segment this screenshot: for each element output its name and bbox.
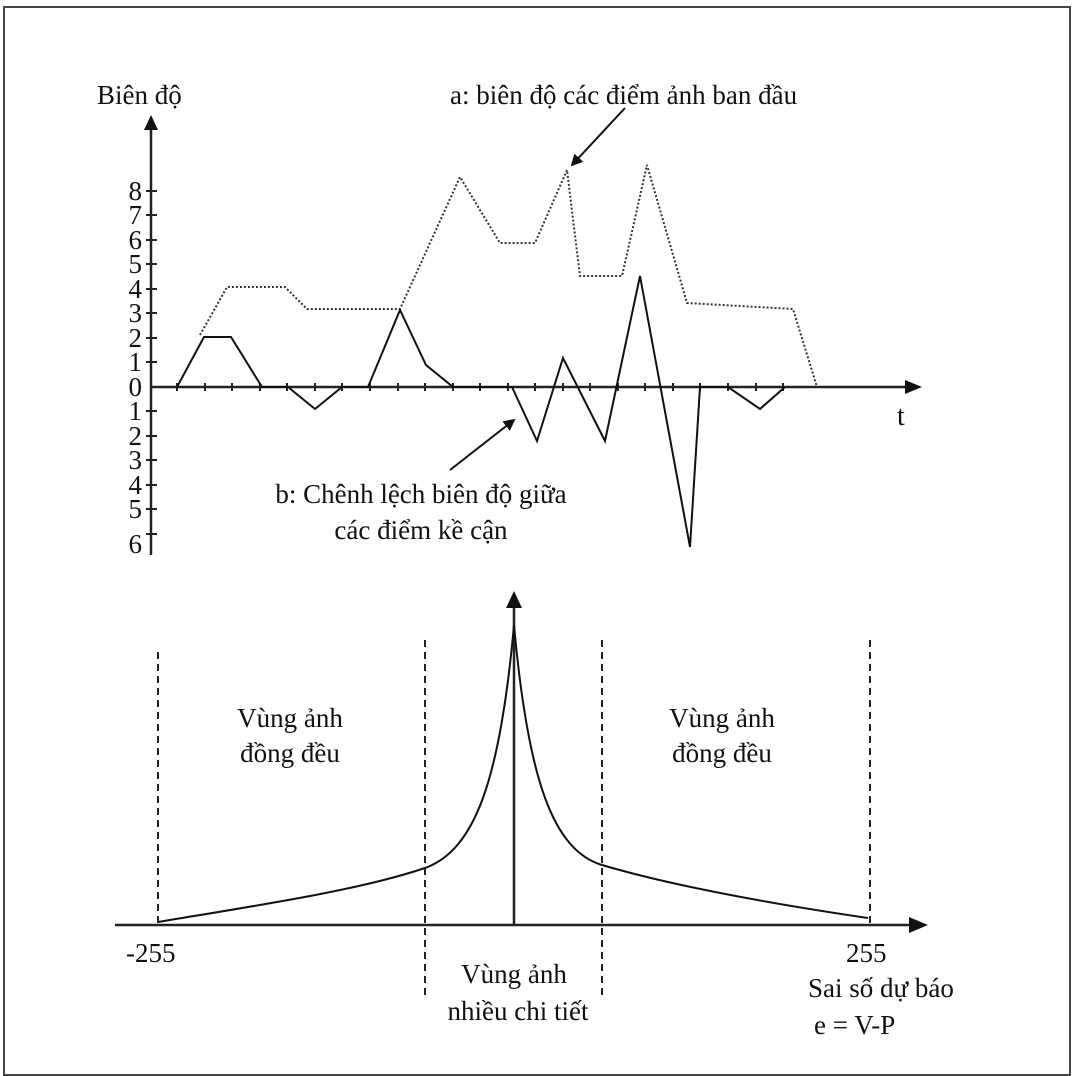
top-y-axis-arrow-icon [144, 115, 158, 130]
figure-frame [3, 6, 1071, 1076]
bottom-x-axis-arrow-icon [909, 917, 928, 933]
annotation-b-label-line1: b: Chênh lệch biên độ giữa [275, 479, 566, 509]
y-tick-1: 1 [129, 347, 143, 377]
top-y-ticks [146, 190, 157, 535]
y-tick-3: 3 [129, 298, 143, 328]
top-chart: 8 7 6 5 4 3 2 1 0 1 2 3 4 5 6 Biên độ t … [97, 80, 922, 559]
y-tick-2: 2 [129, 323, 143, 353]
y-tick-8: 8 [129, 176, 143, 206]
top-x-axis-arrow-icon [905, 380, 922, 394]
y-tick-neg-3: 3 [129, 445, 143, 475]
y-tick-neg-6: 6 [129, 529, 143, 559]
annotation-b-label-line2: các điểm kề cận [334, 515, 508, 545]
center-region-label-line2: nhiều chi tiết [448, 996, 589, 1026]
annotation-a-label: a: biên độ các điểm ảnh ban đầu [450, 80, 798, 110]
center-region-label-line1: Vùng ảnh [461, 959, 567, 989]
bottom-chart: Vùng ảnh đồng đều Vùng ảnh đồng đều Vùng… [115, 591, 954, 1040]
annotation-a-arrow [570, 107, 626, 167]
y-tick-neg-2: 2 [129, 421, 143, 451]
y-tick-4: 4 [129, 274, 143, 304]
y-tick-5: 5 [129, 249, 143, 279]
top-y-axis-title: Biên độ [97, 80, 182, 110]
region-boundaries [157, 640, 871, 1000]
bottom-x-axis-title-line1: Sai số dự báo [808, 973, 954, 1003]
x-max-label: 255 [846, 938, 887, 968]
x-min-label: -255 [126, 938, 176, 968]
y-tick-neg-5: 5 [129, 494, 143, 524]
series-a-original-amplitude [199, 164, 818, 388]
right-region-label-line1: Vùng ảnh [669, 703, 775, 733]
right-region-label-line2: đồng đều [672, 738, 772, 768]
bottom-y-axis-arrow-icon [506, 591, 522, 608]
y-tick-0: 0 [129, 372, 143, 402]
y-tick-neg-1: 1 [129, 396, 143, 426]
error-distribution-curve [157, 624, 869, 923]
y-tick-6: 6 [129, 225, 143, 255]
series-b-adjacent-difference [176, 275, 786, 548]
top-x-axis-title: t [897, 401, 905, 432]
left-region-label-line2: đồng đều [240, 738, 340, 768]
y-tick-7: 7 [129, 200, 143, 230]
bottom-x-axis-title-line2: e = V-P [814, 1010, 895, 1040]
y-tick-neg-4: 4 [129, 470, 143, 500]
annotation-b-arrow [449, 418, 516, 471]
top-y-tick-labels: 8 7 6 5 4 3 2 1 0 1 2 3 4 5 6 [129, 176, 143, 559]
left-region-label-line1: Vùng ảnh [237, 703, 343, 733]
